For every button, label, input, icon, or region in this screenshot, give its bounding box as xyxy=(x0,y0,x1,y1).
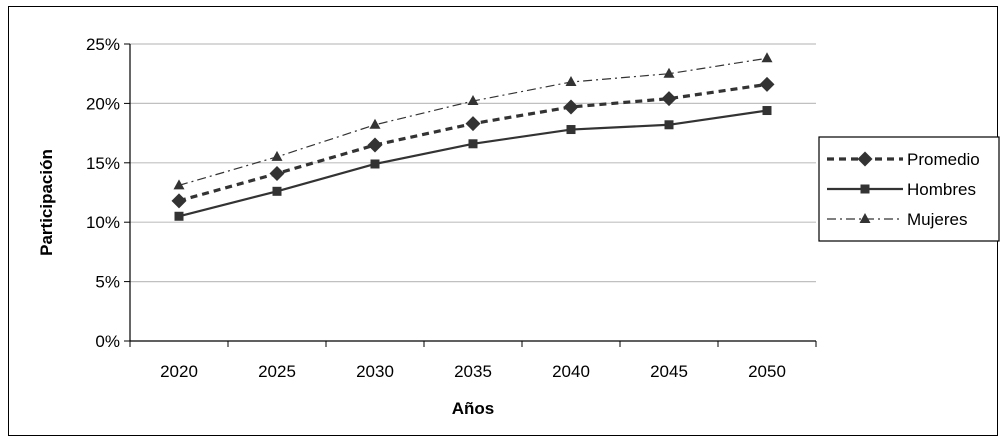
data-point-promedio xyxy=(661,91,677,107)
data-point-promedio xyxy=(171,193,187,209)
data-point-mujeres xyxy=(467,95,479,106)
data-point-mujeres xyxy=(173,179,185,190)
x-tick-label: 2035 xyxy=(454,362,492,381)
data-point-hombres xyxy=(370,159,380,169)
data-point-mujeres xyxy=(271,150,283,161)
y-tick-label: 0% xyxy=(95,332,120,351)
x-tick-labels: 2020 2025 2030 2035 2040 2045 2050 xyxy=(160,362,786,381)
legend-label-hombres: Hombres xyxy=(907,180,976,199)
data-point-hombres xyxy=(272,186,282,196)
gridlines xyxy=(124,43,816,342)
legend-label-promedio: Promedio xyxy=(907,150,980,169)
legend-marker-promedio xyxy=(857,151,873,167)
y-axis-title: Participación xyxy=(37,149,56,256)
data-point-promedio xyxy=(563,99,579,115)
x-tick-label: 2040 xyxy=(552,362,590,381)
x-tick-label: 2050 xyxy=(748,362,786,381)
y-tick-labels: 0% 5% 10% 15% 20% 25% xyxy=(86,35,120,351)
legend-label-mujeres: Mujeres xyxy=(907,210,967,229)
data-point-mujeres xyxy=(663,67,675,78)
data-point-promedio xyxy=(759,76,775,92)
data-point-promedio xyxy=(367,137,383,153)
data-point-mujeres xyxy=(565,76,577,87)
axes xyxy=(129,44,817,347)
data-point-mujeres xyxy=(369,118,381,129)
y-tick-label: 25% xyxy=(86,35,120,54)
x-tick-label: 2030 xyxy=(356,362,394,381)
x-tick-label: 2045 xyxy=(650,362,688,381)
y-tick-label: 10% xyxy=(86,213,120,232)
y-tick-label: 20% xyxy=(86,94,120,113)
data-point-hombres xyxy=(468,139,478,149)
x-tick-label: 2025 xyxy=(258,362,296,381)
series-hombres xyxy=(174,106,772,221)
series-promedio xyxy=(171,76,775,209)
data-point-hombres xyxy=(174,211,184,221)
legend-marker-hombres xyxy=(860,184,870,194)
data-point-hombres xyxy=(664,120,674,130)
data-point-mujeres xyxy=(761,52,773,63)
legend-marker-mujeres xyxy=(859,213,871,223)
data-point-hombres xyxy=(762,106,772,116)
y-tick-label: 15% xyxy=(86,154,120,173)
data-point-promedio xyxy=(269,165,285,181)
series-group xyxy=(171,52,775,221)
y-tick-label: 5% xyxy=(95,273,120,292)
x-axis-title: Años xyxy=(452,399,495,418)
series-mujeres xyxy=(173,52,773,190)
data-point-promedio xyxy=(465,116,481,132)
x-tick-label: 2020 xyxy=(160,362,198,381)
legend: Promedio Hombres Mujeres xyxy=(818,136,1000,242)
data-point-hombres xyxy=(566,125,576,135)
